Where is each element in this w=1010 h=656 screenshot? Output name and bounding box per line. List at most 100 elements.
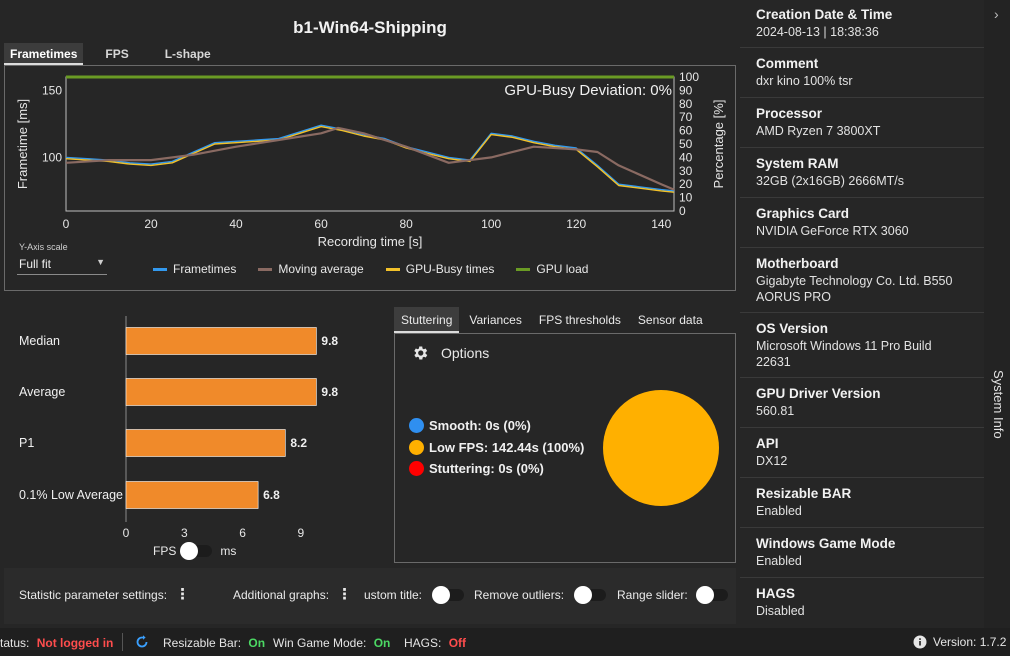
bar-value-label: 6.8 (263, 488, 280, 502)
statistic-parameter-settings[interactable]: Statistic parameter settings: ⋮ (19, 586, 191, 603)
legend-gpu-busy[interactable]: GPU-Busy times (385, 262, 495, 276)
remove-outliers-label: Remove outliers: (474, 588, 565, 602)
fps-ms-toggle[interactable] (180, 542, 213, 560)
sys-label: GPU Driver Version (756, 386, 881, 401)
bar-category-label: P1 (19, 436, 34, 450)
sys-ram: System RAM 32GB (2x16GB) 2666MT/s (740, 148, 984, 198)
frametime-tabs: Frametimes FPS L-shape (4, 43, 241, 65)
sys-label: API (756, 436, 779, 451)
range-slider-label: Range slider: (617, 588, 688, 602)
version-info[interactable]: Version: 1.7.2 (913, 635, 1006, 649)
bar-category-label: 0.1% Low Average (19, 488, 123, 502)
y-right-tick-label: 20 (679, 177, 693, 191)
more-vertical-icon[interactable]: ⋮ (175, 586, 191, 603)
analysis-tabs: Stuttering Variances FPS thresholds Sens… (394, 307, 713, 333)
additional-graphs[interactable]: Additional graphs: ⋮ (233, 586, 353, 603)
y-right-tick-label: 50 (679, 137, 693, 151)
legend-frametimes[interactable]: Frametimes (153, 262, 236, 276)
custom-title-toggle[interactable] (432, 586, 465, 604)
statistic-parameter-label: Statistic parameter settings: (19, 588, 168, 602)
bar (125, 327, 317, 355)
custom-title-label: ustom title: (364, 588, 423, 602)
login-status: tatus: Not logged in (0, 636, 113, 650)
bar (125, 429, 286, 457)
sys-game-mode: Windows Game Mode Enabled (740, 528, 984, 578)
hags-label: HAGS: (404, 636, 442, 650)
y-right-tick-label: 10 (679, 191, 693, 205)
resizable-bar-label: Resizable Bar: (163, 636, 242, 650)
options-button[interactable]: Options (411, 344, 489, 362)
stuttering-dot (409, 461, 424, 476)
bar-x-tick-label: 3 (181, 526, 188, 540)
sys-value: DX12 (756, 454, 788, 468)
options-label: Options (441, 345, 490, 361)
sys-value: AMD Ryzen 7 3800XT (756, 124, 881, 138)
system-info-toggle-strip[interactable]: › System Info (984, 0, 1010, 628)
legend-moving-average[interactable]: Moving average (258, 262, 364, 276)
y-axis-scale-label: Y-Axis scale (19, 242, 68, 252)
sys-value: 560.81 (756, 404, 795, 418)
x-tick-label: 60 (314, 217, 328, 231)
tab-fps[interactable]: FPS (105, 47, 129, 61)
sys-creation-date: Creation Date & Time 2024-08-13 | 18:38:… (740, 0, 984, 48)
tab-sensor-data[interactable]: Sensor data (637, 313, 703, 327)
sys-label: System RAM (756, 156, 839, 171)
toggle-knob (695, 586, 714, 604)
y-axis-title: Frametime [ms] (15, 99, 30, 189)
stuttering-panel: Options Smooth: 0s (0%) Low FPS: 142.44s… (394, 333, 736, 563)
frametime-chart: GPU-Busy Deviation: 0% 0 20 40 60 80 100 120 14… (15, 70, 726, 249)
y-right-axis-title: Percentage [%] (711, 100, 726, 189)
bar-category-label: Median (19, 334, 60, 348)
refresh-icon[interactable] (134, 634, 150, 653)
legend-swatch (258, 267, 273, 271)
sys-resizable-bar: Resizable BAR Enabled (740, 478, 984, 528)
x-tick-label: 80 (399, 217, 413, 231)
sys-gpu-driver: GPU Driver Version 560.81 (740, 378, 984, 428)
sys-value: Enabled (756, 504, 802, 518)
resizable-bar-value: On (248, 636, 266, 650)
y-axis-scale-select[interactable]: Full fit ▼ (17, 255, 107, 275)
x-tick-label: 120 (566, 217, 586, 231)
y-right-tick-label: 0 (679, 204, 686, 218)
stuttering-row: Stuttering: 0s (0%) (409, 461, 544, 476)
legend-label: Moving average (278, 262, 364, 276)
status-label: tatus: (0, 636, 30, 650)
tab-frametimes[interactable]: Frametimes (4, 43, 84, 65)
smooth-row: Smooth: 0s (0%) (409, 418, 531, 433)
additional-graphs-label: Additional graphs: (233, 588, 330, 602)
series-line-gpu-busy-times (65, 125, 675, 193)
more-vertical-icon[interactable]: ⋮ (337, 586, 353, 603)
y-right-tick-label: 80 (679, 97, 693, 111)
status-value: Not logged in (36, 636, 114, 650)
y-right-tick-label: 30 (679, 164, 693, 178)
bar-x-tick-label: 9 (298, 526, 305, 540)
legend-label: GPU-Busy times (405, 262, 495, 276)
smooth-label: Smooth: 0s (0%) (429, 418, 531, 433)
tab-l-shape[interactable]: L-shape (164, 47, 211, 61)
stuttering-label: Stuttering: 0s (0%) (429, 461, 544, 476)
tab-fps-thresholds[interactable]: FPS thresholds (538, 313, 621, 327)
y-right-tick-label: 100 (679, 70, 699, 84)
statistics-settings-bar: Statistic parameter settings: ⋮ Addition… (4, 568, 736, 624)
tab-stuttering[interactable]: Stuttering (394, 307, 460, 333)
low-fps-label: Low FPS: 142.44s (100%) (429, 440, 585, 455)
game-mode-label: Win Game Mode: (273, 636, 367, 650)
sys-api: API DX12 (740, 428, 984, 478)
sys-value: NVIDIA GeForce RTX 3060 (756, 224, 909, 238)
tab-variances[interactable]: Variances (469, 313, 522, 327)
system-info-panel: Creation Date & Time 2024-08-13 | 18:38:… (740, 0, 984, 628)
bar-x-tick-label: 0 (123, 526, 130, 540)
legend-label: Frametimes (173, 262, 237, 276)
sys-value: dxr kino 100% tsr (756, 74, 853, 88)
chevron-right-icon[interactable]: › (994, 6, 999, 22)
legend-swatch (153, 267, 167, 271)
statistics-bar-chart: Median 9.8 Average 9.8 P1 8.2 0.1% Low Average… (4, 302, 388, 564)
status-divider (122, 633, 123, 651)
legend-gpu-load[interactable]: GPU load (516, 262, 588, 276)
bar-x-tick-label: 6 (239, 526, 246, 540)
y-right-tick-label: 60 (679, 124, 693, 138)
frametime-chart-panel: GPU-Busy Deviation: 0% 0 20 40 60 80 100 120 14… (4, 65, 736, 291)
remove-outliers-toggle[interactable] (574, 586, 607, 604)
legend-label: GPU load (536, 262, 589, 276)
range-slider-toggle[interactable] (695, 586, 728, 604)
